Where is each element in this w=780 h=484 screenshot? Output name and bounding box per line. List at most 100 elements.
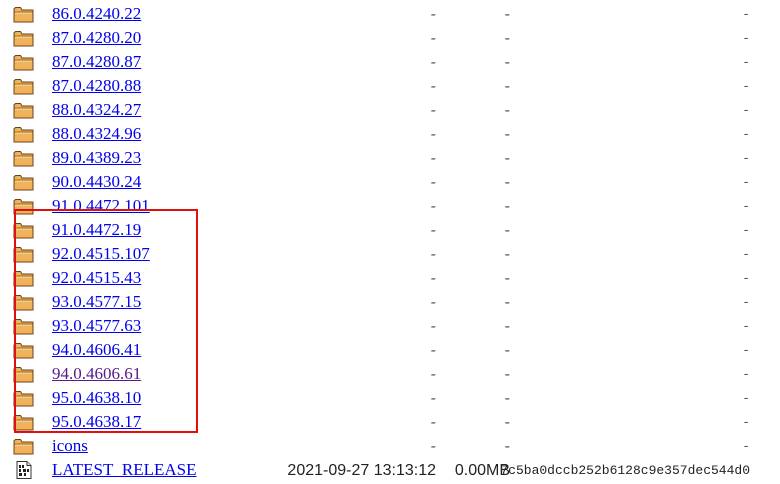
entry-size: - [504, 54, 510, 71]
entry-size: - [504, 438, 510, 455]
entry-link[interactable]: 86.0.4240.22 [52, 4, 142, 23]
entry-size: - [504, 78, 510, 95]
folder-icon [13, 5, 35, 23]
listing-row: 88.0.4324.27 - - - [0, 98, 780, 122]
folder-icon [13, 101, 35, 119]
entry-size: - [504, 318, 510, 335]
entry-link[interactable]: 87.0.4280.88 [52, 76, 142, 95]
listing-row: 93.0.4577.63 - - - [0, 314, 780, 338]
entry-link[interactable]: 94.0.4606.61 [52, 364, 142, 383]
entry-date: - [430, 198, 436, 215]
entry-description: - [742, 271, 750, 286]
entry-date: - [430, 78, 436, 95]
entry-size: - [504, 102, 510, 119]
listing-row: LATEST_RELEASE 2021-09-27 13:13:12 0.00MB 7… [0, 458, 780, 482]
entry-link[interactable]: 87.0.4280.87 [52, 52, 142, 71]
folder-icon [13, 437, 35, 455]
entry-link[interactable]: 93.0.4577.63 [52, 316, 142, 335]
listing-row: 95.0.4638.17 - - - [0, 410, 780, 434]
entry-size: 0.00MB [454, 462, 510, 479]
entry-link[interactable]: 91.0.4472.19 [52, 220, 142, 239]
entry-description: - [742, 319, 750, 334]
folder-icon [13, 77, 35, 95]
entry-date: - [430, 342, 436, 359]
entry-date: - [430, 222, 436, 239]
entry-link[interactable]: 92.0.4515.107 [52, 244, 150, 263]
entry-link[interactable]: 88.0.4324.27 [52, 100, 142, 119]
entry-description: - [742, 7, 750, 22]
entry-date: - [430, 102, 436, 119]
entry-link[interactable]: 92.0.4515.43 [52, 268, 142, 287]
entry-link[interactable]: 95.0.4638.17 [52, 412, 142, 431]
entry-description: - [742, 55, 750, 70]
entry-description: - [742, 199, 750, 214]
listing-row: 91.0.4472.19 - - - [0, 218, 780, 242]
entry-link[interactable]: 90.0.4430.24 [52, 172, 142, 191]
entry-description: - [742, 103, 750, 118]
folder-icon [13, 389, 35, 407]
folder-icon [13, 53, 35, 71]
entry-link[interactable]: icons [52, 436, 88, 455]
entry-size: - [504, 366, 510, 383]
folder-icon [13, 245, 35, 263]
entry-date: - [430, 366, 436, 383]
folder-icon [13, 221, 35, 239]
listing-row: 90.0.4430.24 - - - [0, 170, 780, 194]
listing-row: icons - - - [0, 434, 780, 458]
listing-row: 87.0.4280.88 - - - [0, 74, 780, 98]
entry-description: - [742, 439, 750, 454]
entry-link[interactable]: 89.0.4389.23 [52, 148, 142, 167]
listing-row: 86.0.4240.22 - - - [0, 2, 780, 26]
listing-row: 95.0.4638.10 - - - [0, 386, 780, 410]
entry-date: - [430, 246, 436, 263]
folder-icon [13, 149, 35, 167]
entry-date: - [430, 414, 436, 431]
folder-icon [13, 125, 35, 143]
entry-date: 2021-09-27 13:13:12 [287, 462, 436, 479]
folder-icon [13, 197, 35, 215]
listing-row: 93.0.4577.15 - - - [0, 290, 780, 314]
listing-row: 94.0.4606.41 - - - [0, 338, 780, 362]
entry-description: - [742, 415, 750, 430]
entry-link[interactable]: LATEST_RELEASE [52, 460, 197, 479]
binary-file-icon [13, 461, 35, 479]
entry-link[interactable]: 87.0.4280.20 [52, 28, 142, 47]
entry-description: - [742, 79, 750, 94]
entry-date: - [430, 54, 436, 71]
entry-date: - [430, 318, 436, 335]
entry-description: - [742, 151, 750, 166]
entry-date: - [430, 438, 436, 455]
listing-row: 94.0.4606.61 - - - [0, 362, 780, 386]
entry-date: - [430, 126, 436, 143]
entry-size: - [504, 270, 510, 287]
entry-description: - [742, 175, 750, 190]
entry-description: - [742, 367, 750, 382]
listing-row: 91.0.4472.101 - - - [0, 194, 780, 218]
entry-size: - [504, 342, 510, 359]
entry-link[interactable]: 91.0.4472.101 [52, 196, 150, 215]
entry-date: - [430, 174, 436, 191]
entry-description: - [742, 247, 750, 262]
entry-size: - [504, 294, 510, 311]
entry-link[interactable]: 94.0.4606.41 [52, 340, 142, 359]
folder-icon [13, 293, 35, 311]
entry-size: - [504, 414, 510, 431]
entry-size: - [504, 126, 510, 143]
entry-size: - [504, 30, 510, 47]
entry-link[interactable]: 88.0.4324.96 [52, 124, 142, 143]
entry-link[interactable]: 95.0.4638.10 [52, 388, 142, 407]
listing-row: 87.0.4280.20 - - - [0, 26, 780, 50]
folder-icon [13, 365, 35, 383]
listing-row: 88.0.4324.96 - - - [0, 122, 780, 146]
entry-date: - [430, 270, 436, 287]
entry-description: 7c5ba0dccb252b6128c9e357dec544d0 [500, 463, 750, 478]
listing-row: 87.0.4280.87 - - - [0, 50, 780, 74]
entry-size: - [504, 150, 510, 167]
entry-size: - [504, 222, 510, 239]
folder-icon [13, 269, 35, 287]
listing-row: 89.0.4389.23 - - - [0, 146, 780, 170]
entry-date: - [430, 294, 436, 311]
entry-date: - [430, 30, 436, 47]
entry-link[interactable]: 93.0.4577.15 [52, 292, 142, 311]
